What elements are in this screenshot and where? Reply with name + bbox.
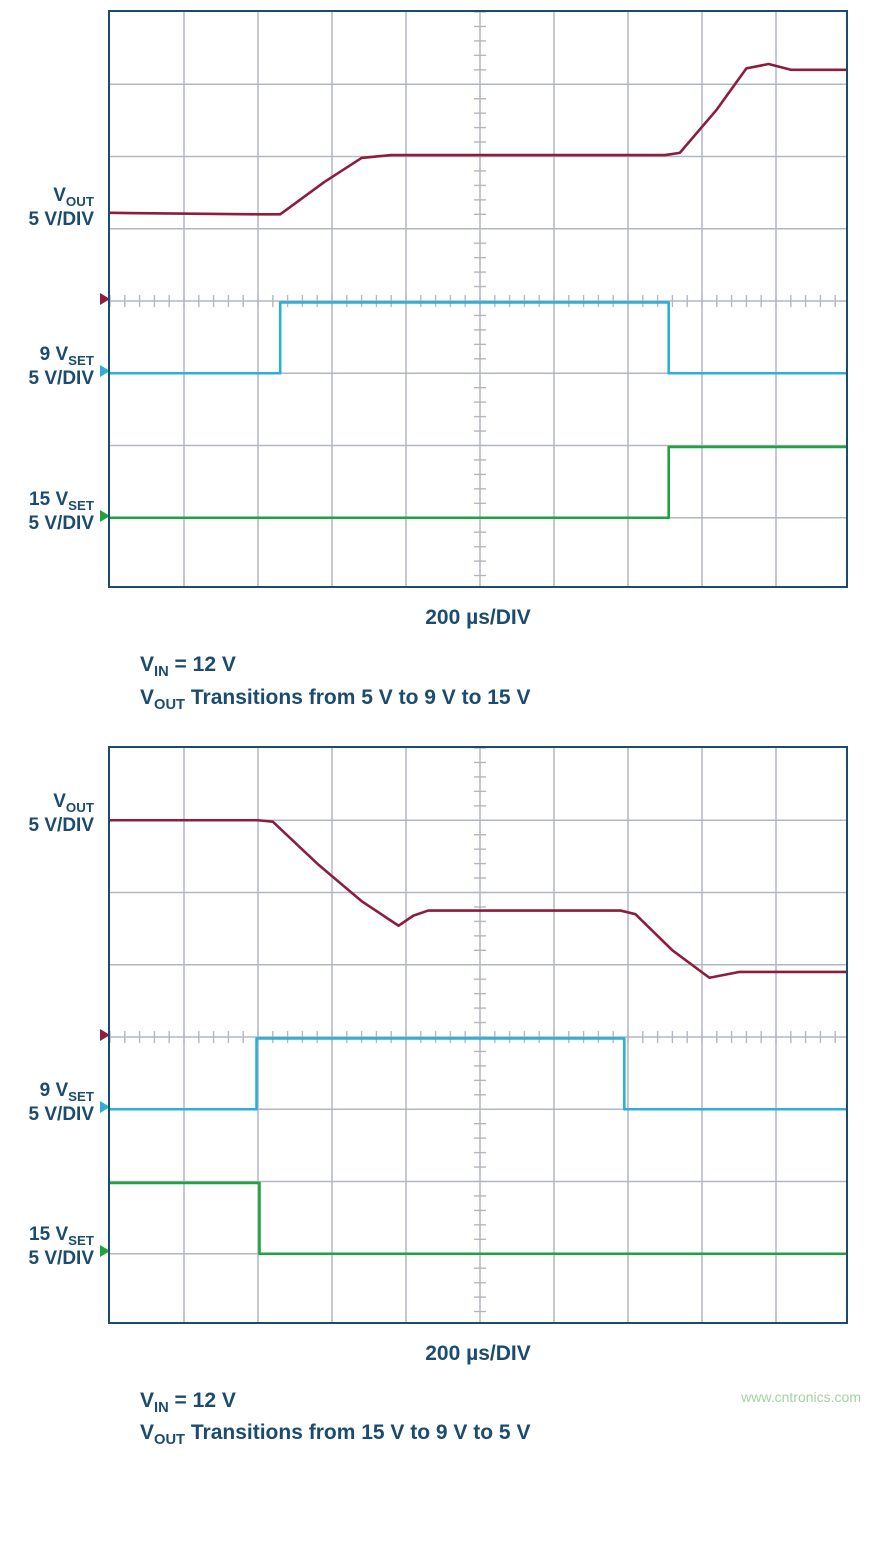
scope-panel-1: VOUT5 V/DIV 9 VSET5 V/DIV 15 VSET5 V/DIV 20… <box>0 10 871 716</box>
caption-line-2: VOUT Transitions from 5 V to 9 V to 15 V <box>140 686 530 709</box>
ylabel-9vset: 9 VSET5 V/DIV <box>29 344 94 390</box>
scope-panel-2: VOUT5 V/DIV 9 VSET5 V/DIV 15 VSET5 V/DIV 20… <box>0 746 871 1452</box>
ylabel-9vset: 9 VSET5 V/DIV <box>29 1080 94 1126</box>
watermark: www.cntronics.com <box>741 1389 861 1405</box>
y-axis-labels: VOUT5 V/DIV 9 VSET5 V/DIV 15 VSET5 V/DIV <box>0 10 108 588</box>
y-axis-labels: VOUT5 V/DIV 9 VSET5 V/DIV 15 VSET5 V/DIV <box>0 746 108 1324</box>
caption: VIN = 12 V VOUT Transitions from 5 V to 9… <box>140 650 871 716</box>
scope-plot <box>108 746 848 1324</box>
ylabel-vout: VOUT5 V/DIV <box>29 185 94 231</box>
scope-plot <box>108 10 848 588</box>
ylabel-15vset: 15 VSET5 V/DIV <box>29 1224 94 1270</box>
caption-line-1: VIN = 12 V <box>140 1389 236 1412</box>
caption-line-1: VIN = 12 V <box>140 653 236 676</box>
x-axis-label: 200 µs/DIV <box>108 1342 848 1366</box>
ylabel-15vset: 15 VSET5 V/DIV <box>29 489 94 535</box>
caption-line-2: VOUT Transitions from 15 V to 9 V to 5 V <box>140 1421 530 1444</box>
x-axis-label: 200 µs/DIV <box>108 606 848 630</box>
ylabel-vout: VOUT5 V/DIV <box>29 791 94 837</box>
